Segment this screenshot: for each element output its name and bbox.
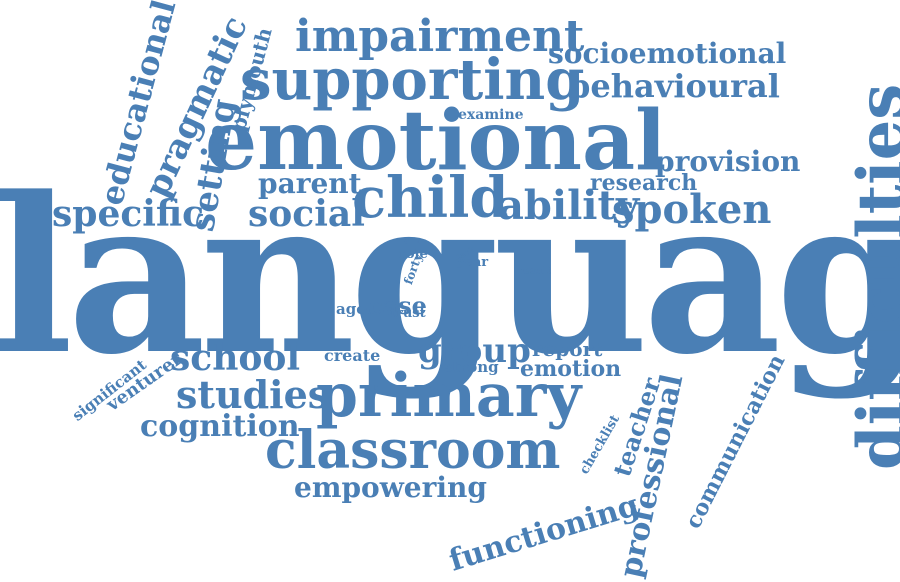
word-parent: parent xyxy=(258,167,362,200)
word-research: research xyxy=(590,170,698,196)
word-emotion: emotion xyxy=(520,356,622,382)
word-child: child xyxy=(352,165,509,231)
word-empowering: empowering xyxy=(294,471,487,504)
word-examine: examine xyxy=(458,107,524,123)
word-emotional: emotional xyxy=(205,93,667,189)
word-social: social xyxy=(248,193,365,235)
word-cognition: cognition xyxy=(140,409,300,444)
word-report: report xyxy=(532,337,603,361)
word-studies: studies xyxy=(176,372,330,417)
word-specific: specific xyxy=(52,193,205,235)
word-behavioural: behavioural xyxy=(568,67,780,105)
word-result: result xyxy=(518,266,551,277)
word-language: language xyxy=(0,151,900,402)
word-aged: aged xyxy=(336,300,377,318)
word-spoken: spoken xyxy=(612,186,772,233)
word-strong: strong xyxy=(444,358,499,376)
word-trust: trust xyxy=(390,306,426,321)
word-difficulties: difficulties xyxy=(844,83,900,470)
word-case: case xyxy=(368,291,427,320)
word-role: role xyxy=(399,247,428,262)
word-classroom: classroom xyxy=(265,420,561,481)
word-ability: ability xyxy=(498,182,640,229)
word-aim: aim xyxy=(404,237,423,247)
word-provision: provision xyxy=(655,145,801,178)
word-school: school xyxy=(170,337,301,379)
word-primary: primary xyxy=(316,361,582,431)
word-group: group xyxy=(418,331,531,371)
word-year: year xyxy=(457,255,489,270)
word-supporting: supporting xyxy=(240,47,585,113)
word-socioemotional: socioemotional xyxy=(548,37,787,70)
word-impairment: impairment xyxy=(295,11,585,62)
word-create: create xyxy=(324,346,381,365)
